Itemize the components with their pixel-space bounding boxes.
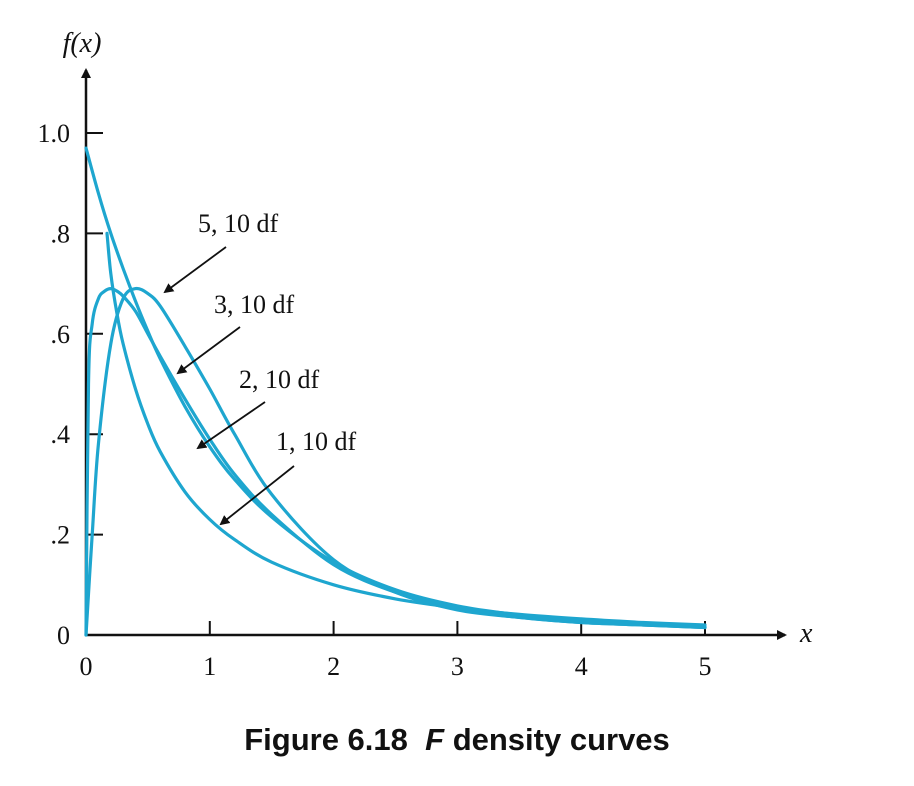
series-line-3-10-df	[84, 287, 707, 637]
series-line-5-10-df	[84, 286, 707, 637]
caption-italic: F	[425, 722, 445, 757]
series-line-1-10-df	[105, 231, 707, 627]
curve-label-2-10-df: 2, 10 df	[239, 365, 320, 394]
leader-arrow	[219, 465, 295, 526]
leader-arrow	[163, 246, 227, 294]
y-tick-label: 1.0	[38, 119, 71, 148]
y-tick-label: .4	[51, 420, 71, 449]
y-tick-label: 0	[57, 621, 70, 650]
y-tick-label: .6	[51, 320, 71, 349]
x-tick-label: 2	[327, 652, 340, 681]
x-axis-title: x	[799, 618, 813, 649]
caption-suffix: density curves	[452, 722, 670, 757]
curves	[84, 146, 707, 637]
curve-labels: 5, 10 df 3, 10 df 2, 10 df 1, 10 df	[163, 209, 357, 526]
x-tick-label: 3	[451, 652, 464, 681]
x-tick-label: 4	[575, 652, 588, 681]
axes: x f(x)	[63, 28, 813, 649]
y-tick-label: .8	[51, 219, 71, 248]
x-tick-label: 0	[80, 652, 93, 681]
f-density-chart: x f(x) 0 1 2 3 4 5 0 .2 .4 .6 .8 1.0 5, 10 df 3, 10 d…	[38, 28, 814, 681]
x-tick-label: 1	[203, 652, 216, 681]
leader-arrow	[196, 401, 266, 450]
y-tick-label: .2	[51, 521, 71, 550]
leader-arrow	[176, 326, 241, 375]
x-tick-label: 5	[699, 652, 712, 681]
curve-label-5-10-df: 5, 10 df	[198, 209, 279, 238]
figure-caption: Figure 6.18 F density curves	[0, 722, 914, 758]
curve-label-3-10-df: 3, 10 df	[214, 290, 295, 319]
curve-label-1-10-df: 1, 10 df	[276, 427, 357, 456]
caption-prefix: Figure 6.18	[244, 722, 408, 757]
y-axis-title: f(x)	[63, 28, 102, 59]
